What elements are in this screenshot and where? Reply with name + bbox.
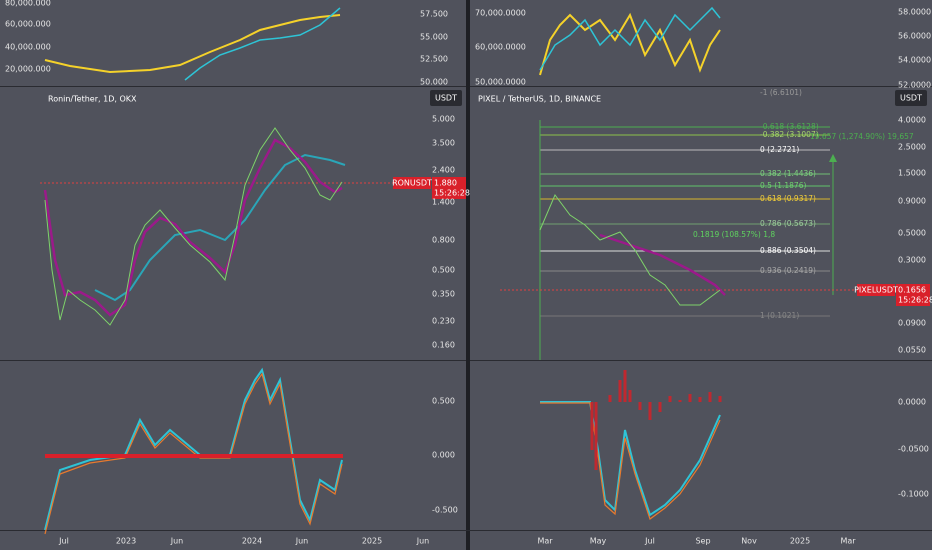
fib-label: 0.618 (0.9317) — [760, 194, 816, 203]
price-line — [539, 12, 721, 76]
axis-label: 0.5000 — [898, 229, 926, 238]
axis-label: 0.160 — [432, 341, 455, 350]
axis-label: 70,000.0000 — [475, 9, 526, 18]
currency[interactable]: USDT — [435, 94, 457, 103]
axis-label: 0.0550 — [898, 346, 926, 355]
axis-label: 54.0000 — [898, 56, 931, 65]
axis-label: 3.500 — [432, 139, 455, 148]
price-tag-bg — [896, 284, 930, 306]
time-label: 2024 — [242, 537, 262, 546]
axis-label: 1.5000 — [898, 169, 926, 178]
time-label: Jul — [644, 537, 655, 546]
axis-label: 0.0900 — [898, 319, 926, 328]
time-label: 2023 — [116, 537, 136, 546]
axis-label: 40,000.000 — [5, 43, 51, 52]
axis-label: 0.3000 — [898, 256, 926, 265]
chart-title: PIXEL / TetherUS, 1D, BINANCE — [478, 95, 601, 104]
time-label: 2025 — [362, 537, 382, 546]
time-label: Sep — [695, 537, 710, 546]
moving-average — [94, 153, 346, 302]
fib-label: -0.382 (3.1007) — [760, 130, 819, 139]
axis-label: 0.800 — [432, 236, 455, 245]
fib-label: 0.5 (1.1876) — [760, 181, 806, 190]
axis-label: 60,000.000 — [5, 20, 51, 29]
currency[interactable]: USDT — [900, 94, 922, 103]
time-label: May — [590, 537, 607, 546]
oscillator-signal — [44, 372, 343, 535]
countdown: 15:26:28 — [434, 189, 470, 198]
fib-label: 1 (0.1021) — [760, 311, 799, 320]
axis-label: 1.400 — [432, 198, 455, 207]
axis-label: 60,000.0000 — [475, 43, 526, 52]
axis-label: 5.000 — [432, 115, 455, 124]
pane-borders — [0, 86, 932, 531]
currency-button[interactable] — [895, 90, 927, 106]
axis-label: 52.0000 — [898, 81, 931, 90]
axis-label: 0.500 — [432, 266, 455, 275]
oscillator — [44, 367, 343, 531]
time-label: 2025 — [790, 537, 810, 546]
annotation: 0.1819 (108.57%) 1,8 — [693, 230, 775, 239]
moving-average — [599, 233, 726, 296]
axis-label: 57.500 — [420, 10, 448, 19]
symbol-tag-bg — [857, 284, 895, 296]
axis-label: 52.500 — [420, 55, 448, 64]
fib-lines — [540, 126, 830, 317]
axis-label: 0.0000 — [898, 398, 926, 407]
symbol-tag: RONUSDT — [392, 179, 432, 188]
chart-title: Ronin/Tether, 1D, OKX — [48, 95, 137, 104]
fib-label: 0.786 (0.5673) — [760, 219, 816, 228]
axis-label: 4.0000 — [898, 116, 926, 125]
fib-label: -1 (6.6101) — [760, 88, 802, 97]
time-label: Jul — [58, 537, 69, 546]
axis-label: 58.0000 — [898, 8, 931, 17]
histogram — [45, 454, 343, 458]
axis-label: 56.0000 — [898, 32, 931, 41]
fib-label: 0 (2.2721) — [760, 145, 799, 154]
axis-label: 0.500 — [432, 397, 455, 406]
axis-label: 50,000.0000 — [475, 78, 526, 87]
price-tag: 1.880 — [434, 179, 457, 188]
annotation: 19.657 (1,274.90%) 19,657 — [810, 132, 914, 141]
price-tag: 0.1656 — [898, 286, 926, 295]
axis-label: -0.500 — [432, 506, 458, 515]
fib-label: 0.382 (1.4436) — [760, 169, 816, 178]
axis-label: 50.000 — [420, 78, 448, 87]
axis-label: 80,000.000 — [5, 0, 51, 8]
axis-label: 0.230 — [432, 317, 455, 326]
time-label: Nov — [741, 537, 757, 546]
moving-average — [43, 138, 343, 317]
time-label: Mar — [537, 537, 553, 546]
time-label: Jun — [170, 537, 184, 546]
axis-label: 0.9000 — [898, 197, 926, 206]
time-label: Jun — [416, 537, 430, 546]
symbol-tag-bg — [393, 177, 431, 189]
price-line — [44, 14, 341, 74]
fib-label: -0.618 (3.6128) — [760, 122, 819, 131]
price-line — [539, 6, 721, 71]
axis-label: 2.5000 — [898, 143, 926, 152]
axis-label: 20,000.000 — [5, 65, 51, 74]
price-line — [539, 194, 721, 306]
axis-label: 2.400 — [432, 166, 455, 175]
axis-label: 0.350 — [432, 290, 455, 299]
axis-label: 55.000 — [420, 33, 448, 42]
fib-label: 0.886 (0.3504) — [760, 246, 816, 255]
fib-label: 0.936 (0.2419) — [760, 266, 816, 275]
price-line — [44, 127, 343, 326]
countdown: 15:26:28 — [898, 296, 932, 305]
axis-label: -0.0500 — [898, 445, 929, 454]
price-tag-bg — [432, 177, 466, 199]
price-line — [184, 7, 341, 81]
histogram — [590, 370, 722, 470]
arrow-head — [829, 154, 837, 162]
divider — [466, 0, 470, 550]
symbol-tag: PIXELUSDT — [854, 286, 898, 295]
axis-label: -0.1000 — [898, 490, 929, 499]
time-label: Mar — [840, 537, 856, 546]
axis-label: 0.000 — [432, 451, 455, 460]
currency-button[interactable] — [430, 90, 462, 106]
time-label: Jun — [295, 537, 309, 546]
